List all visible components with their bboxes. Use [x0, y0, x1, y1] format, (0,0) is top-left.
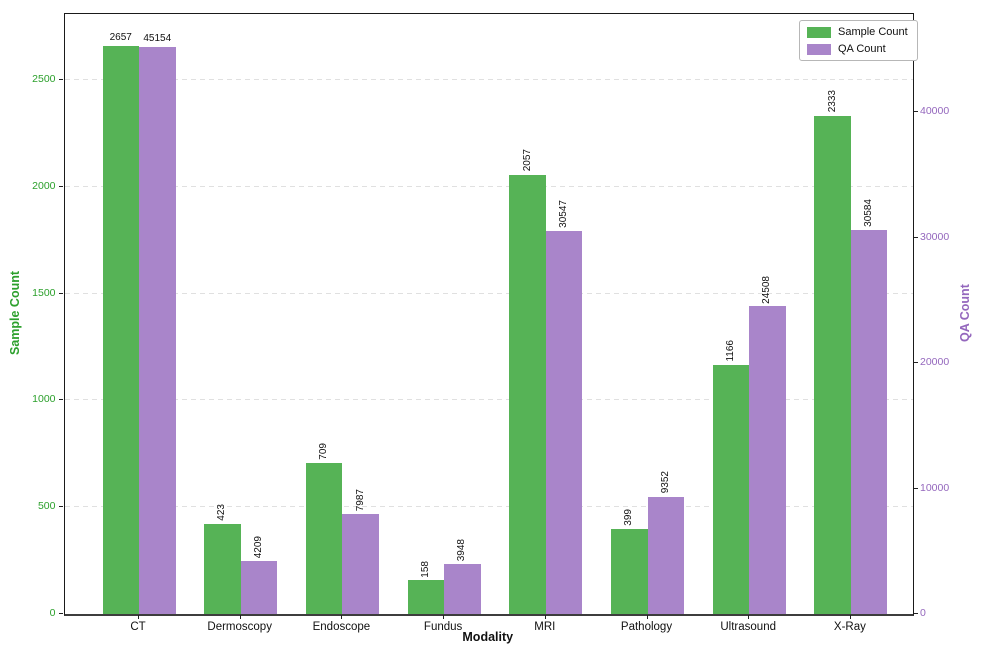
bar-value-label: 3948	[456, 539, 468, 562]
left-y-tick-mark	[59, 79, 63, 80]
bar-value-label: 30547	[558, 199, 570, 228]
x-tick-label: Fundus	[423, 621, 463, 633]
right-y-tick-label: 30000	[920, 230, 950, 243]
x-tick-label: X-Ray	[833, 621, 866, 633]
bar-value-label: 2333	[826, 90, 838, 113]
right-y-tick-label: 0	[920, 606, 926, 619]
gridline	[64, 292, 913, 294]
gridline	[64, 506, 913, 508]
bar-value-label: 30584	[863, 199, 875, 228]
left-y-tick-mark	[59, 613, 63, 614]
x-tick-mark	[646, 615, 648, 619]
left-y-tick-label: 1000	[32, 393, 56, 406]
bar-qa-count	[342, 513, 379, 614]
x-tick-label: Dermoscopy	[207, 621, 272, 633]
left-y-axis-title: Sample Count	[8, 270, 22, 356]
bar-value-label: 158	[419, 560, 431, 578]
bar-qa-count	[139, 47, 176, 614]
right-y-tick-label: 40000	[920, 104, 950, 117]
legend-item-sample-count: Sample Count	[807, 26, 908, 38]
x-tick-mark	[443, 615, 445, 619]
gridline	[64, 399, 913, 401]
bar-value-label: 423	[216, 503, 228, 521]
right-y-tick-label: 10000	[920, 481, 950, 494]
bar-qa-count	[545, 230, 583, 614]
x-tick-label: MRI	[534, 621, 556, 633]
left-y-tick-label: 2500	[32, 72, 56, 85]
bar-qa-count	[444, 564, 481, 614]
bar-value-label: 1166	[724, 340, 736, 362]
right-y-tick-mark	[913, 362, 918, 363]
bar-sample-count	[204, 523, 241, 614]
right-y-tick-label: 20000	[920, 355, 950, 368]
x-tick-mark	[748, 615, 750, 619]
legend-item-qa-count: QA Count	[807, 43, 908, 55]
gridline	[64, 185, 913, 187]
left-y-tick-mark	[59, 185, 63, 187]
right-y-tick-mark	[913, 111, 918, 112]
x-tick-mark	[341, 615, 343, 619]
bar-value-label: 45154	[143, 33, 172, 45]
legend: Sample Count QA Count	[799, 20, 918, 62]
bar-value-label: 9352	[659, 471, 671, 494]
plot-area: 2657 45154 423 4209 709 7987 158 3948 2057 30547 3…	[63, 13, 914, 616]
bar-sample-count	[407, 580, 445, 614]
bar-qa-count	[647, 496, 684, 614]
left-y-tick-label: 1500	[32, 286, 56, 299]
bar-value-label: 24508	[761, 275, 773, 304]
x-tick-mark	[849, 615, 851, 619]
bar-value-label: 709	[318, 442, 330, 460]
bar-value-label: 2657	[109, 32, 132, 44]
bar-value-label: 2057	[521, 149, 533, 172]
right-y-tick-mark	[913, 613, 918, 614]
x-tick-label: Ultrasound	[720, 621, 776, 633]
bar-sample-count	[712, 364, 750, 614]
bar-qa-count	[240, 561, 278, 614]
legend-swatch-qa-count	[807, 43, 831, 55]
bar-sample-count	[509, 174, 546, 614]
legend-swatch-sample-count	[807, 26, 831, 38]
x-tick-label: CT	[130, 621, 146, 633]
left-y-tick-mark	[59, 506, 63, 508]
bar-qa-count	[749, 306, 786, 614]
left-y-tick-label: 500	[37, 499, 56, 512]
gridline	[64, 79, 913, 81]
right-y-tick-mark	[913, 487, 918, 489]
bar-sample-count	[611, 528, 648, 614]
bar-sample-count	[305, 462, 343, 614]
x-tick-mark	[138, 615, 139, 619]
x-tick-mark	[544, 615, 546, 619]
left-y-tick-label: 2000	[32, 179, 56, 192]
x-axis-title: Modality	[462, 630, 514, 644]
x-tick-mark	[239, 615, 241, 619]
left-y-tick-mark	[59, 399, 63, 401]
bar-qa-count	[850, 230, 888, 614]
x-tick-label: Pathology	[620, 621, 673, 633]
legend-label: Sample Count	[838, 26, 908, 38]
left-y-tick-label: 0	[49, 606, 56, 619]
bar-sample-count	[814, 115, 851, 614]
bar-value-label: 7987	[354, 488, 366, 511]
right-y-tick-mark	[913, 236, 918, 238]
right-y-axis-title: QA Count	[958, 284, 972, 342]
bar-value-label: 4209	[252, 535, 264, 559]
legend-label: QA Count	[838, 43, 886, 56]
bar-sample-count	[102, 46, 139, 614]
left-y-tick-mark	[59, 292, 63, 294]
x-tick-label: Endoscope	[312, 621, 371, 633]
bar-value-label: 399	[623, 509, 635, 526]
